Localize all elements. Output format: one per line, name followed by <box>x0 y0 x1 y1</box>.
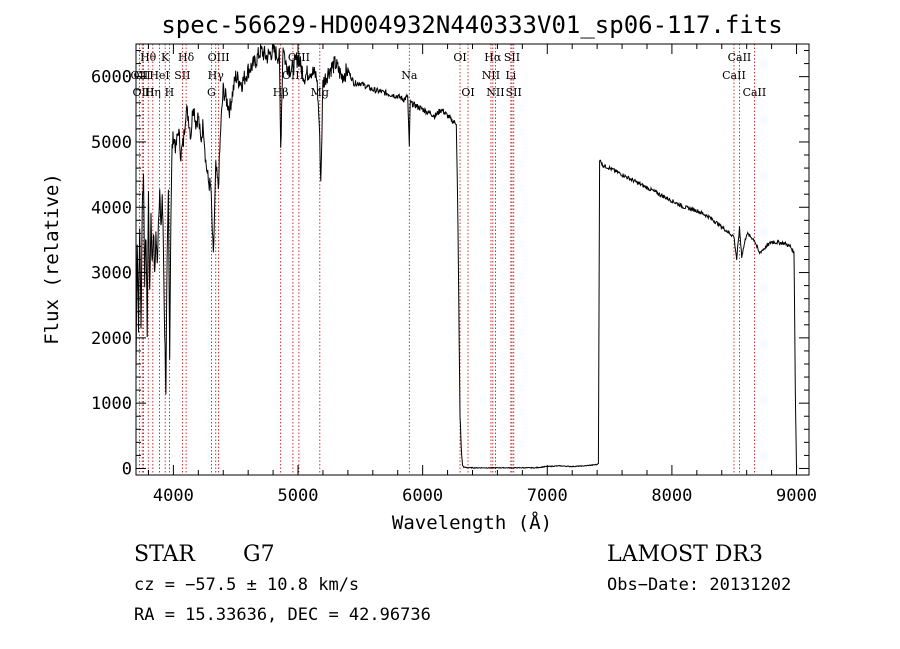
y-tick-label: 3000 <box>91 264 132 284</box>
observation-date: Obs−Date: 20131202 <box>607 575 791 595</box>
line-label: SII <box>174 69 190 82</box>
line-label: Hη <box>145 86 161 99</box>
y-tick-label: 5000 <box>91 133 132 153</box>
y-tick-label: 2000 <box>91 329 132 349</box>
line-label: Li <box>505 69 516 82</box>
line-label: G <box>207 86 216 99</box>
x-tick-label: 6000 <box>402 486 443 506</box>
line-label: OIII <box>208 51 230 64</box>
y-tick-label: 0 <box>122 459 132 479</box>
survey-name: LAMOST DR3 <box>607 542 763 567</box>
line-label: OIII <box>288 51 310 64</box>
y-axis-label: Flux (relative) <box>41 173 63 345</box>
x-tick-label: 7000 <box>527 486 568 506</box>
spectrum-line <box>135 43 797 469</box>
y-tick-label: 6000 <box>91 68 132 88</box>
x-axis-ticks: 4000 5000 6000 7000 8000 9000 <box>147 44 817 506</box>
line-label: K <box>161 51 170 64</box>
line-label: SII <box>506 86 522 99</box>
line-label: CII <box>134 69 151 82</box>
line-label: NII <box>486 86 504 99</box>
line-label: OII <box>131 69 149 82</box>
spectral-line-labels: HθOIICIIOIIIHηKHeIHHδSIIOIIIHγGOIIIOIIIH… <box>131 51 767 99</box>
line-label: CaII <box>722 69 746 82</box>
line-label: H <box>165 86 175 99</box>
x-tick-label: 4000 <box>153 486 194 506</box>
line-label: OI <box>461 86 474 99</box>
line-label: NII <box>482 69 500 82</box>
line-label: CaII <box>728 51 752 64</box>
line-label: SII <box>504 51 520 64</box>
object-class: STAR <box>134 542 196 567</box>
line-label: Na <box>401 69 418 82</box>
line-label: Hδ <box>178 51 195 64</box>
line-label: Hγ <box>208 69 225 82</box>
y-tick-label: 4000 <box>91 198 132 218</box>
x-tick-label: 8000 <box>651 486 692 506</box>
object-subclass: G7 <box>243 542 275 567</box>
coordinates: RA = 15.33636, DEC = 42.96736 <box>134 605 431 625</box>
y-tick-label: 1000 <box>91 394 132 414</box>
line-label: Hθ <box>140 51 157 64</box>
line-label: OI <box>453 51 466 64</box>
line-label: CaII <box>743 86 767 99</box>
line-label: Hα <box>484 51 502 64</box>
chart-title: spec-56629-HD004932N440333V01_sp06-117.f… <box>161 11 782 39</box>
spectrum-series <box>135 43 797 469</box>
x-tick-label: 5000 <box>278 486 319 506</box>
plot-frame <box>135 43 810 476</box>
spectral-line-markers <box>138 44 755 475</box>
y-axis-ticks: 0 1000 2000 3000 4000 5000 6000 <box>91 50 809 479</box>
x-axis-label: Wavelength (Å) <box>392 511 552 534</box>
line-label: Hβ <box>273 86 289 99</box>
x-tick-label: 9000 <box>776 486 817 506</box>
line-label: Mg <box>311 86 329 99</box>
line-label: HeI <box>149 69 169 82</box>
redshift-info: cz = −57.5 ± 10.8 km/s <box>134 575 359 595</box>
